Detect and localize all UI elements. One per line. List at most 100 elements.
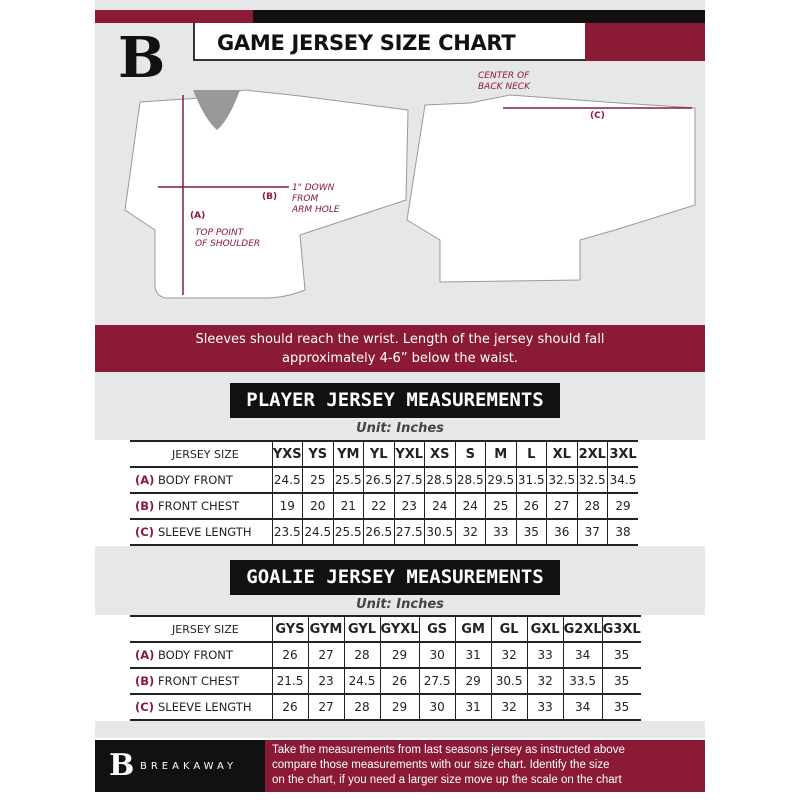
cell-value: 25 — [485, 493, 516, 520]
size-header: GXL — [526, 615, 564, 643]
label-a: (A) — [190, 211, 206, 221]
cell-value: 26 — [379, 668, 420, 695]
cell-value: 38 — [607, 519, 638, 546]
table-row: (A) BODY FRONT 26 27 28 29 30 31 32 33 34 35 — [130, 642, 641, 669]
size-header: G2XL — [562, 615, 603, 643]
cell-value: 29 — [607, 493, 638, 520]
label-b: (B) — [262, 192, 278, 202]
cell-value: 35 — [601, 668, 641, 695]
cell-value: 23 — [307, 668, 344, 695]
size-header: GS — [418, 615, 456, 643]
cell-value: 26.5 — [363, 467, 394, 494]
label-c: (C) — [590, 111, 605, 121]
cell-value: 35 — [515, 519, 547, 546]
header-row: JERSEY SIZE YXS YS YM YL YXL XS S M L XL 2XL 3XL — [130, 440, 638, 468]
size-header: GM — [454, 615, 492, 643]
row-label: (B) FRONT CHEST — [130, 493, 272, 520]
size-label: JERSEY SIZE — [130, 615, 272, 643]
cell-value: 24.5 — [302, 519, 333, 546]
row-name: SLEEVE LENGTH — [158, 525, 252, 539]
cell-value: 32 — [490, 642, 528, 669]
cell-value: 21 — [332, 493, 364, 520]
cell-value: 30.5 — [490, 668, 528, 695]
row-name: BODY FRONT — [158, 473, 233, 487]
table-row: (A) BODY FRONT 24.5 25 25.5 26.5 27.5 28.5 28.5 2… — [130, 467, 638, 494]
size-label: JERSEY SIZE — [130, 440, 272, 468]
table-row: (B) FRONT CHEST 19 20 21 22 23 24 24 25 26 27 28 29 — [130, 493, 638, 520]
cell-value: 24.5 — [271, 467, 303, 494]
size-header: GYL — [343, 615, 380, 643]
player-table-wrap: JERSEY SIZE YXS YS YM YL YXL XS S M L XL 2XL 3XL (A) B… — [95, 440, 705, 546]
cell-value: 31 — [454, 642, 492, 669]
cell-value: 23.5 — [271, 519, 303, 546]
cell-value: 26 — [515, 493, 547, 520]
cell-value: 25 — [302, 467, 333, 494]
cell-value: 29 — [379, 694, 420, 721]
cell-value: 27 — [307, 694, 344, 721]
cell-value: 25.5 — [332, 467, 364, 494]
cell-value: 27.5 — [393, 467, 425, 494]
footer-instructions: Take the measurements from last seasons … — [265, 740, 705, 792]
cell-value: 22 — [363, 493, 394, 520]
cell-value: 35 — [601, 694, 641, 721]
cell-value: 34 — [562, 642, 603, 669]
size-header: 3XL — [607, 440, 638, 468]
cell-value: 32 — [490, 694, 528, 721]
row-label: (B) FRONT CHEST — [130, 668, 272, 695]
page-title: GAME JERSEY SIZE CHART — [193, 23, 585, 61]
row-label: (A) BODY FRONT — [130, 642, 272, 669]
cell-value: 28.5 — [424, 467, 455, 494]
cell-value: 21.5 — [271, 668, 308, 695]
front-jersey — [124, 89, 409, 299]
cell-value: 29 — [379, 642, 420, 669]
cell-value: 30 — [418, 642, 456, 669]
size-header: S — [454, 440, 486, 468]
cell-value: 34.5 — [607, 467, 638, 494]
cell-value: 30.5 — [424, 519, 455, 546]
size-header: YM — [332, 440, 364, 468]
row-letter: (A) — [135, 473, 155, 487]
cell-value: 31.5 — [515, 467, 547, 494]
size-header: GYS — [271, 615, 308, 643]
cell-value: 24 — [424, 493, 455, 520]
row-name: FRONT CHEST — [158, 674, 240, 688]
table-row: (B) FRONT CHEST 21.5 23 24.5 26 27.5 29 30.5 32 33… — [130, 668, 641, 695]
row-letter: (C) — [135, 525, 154, 539]
table-row: (C) SLEEVE LENGTH 23.5 24.5 25.5 26.5 27.5 30.5… — [130, 519, 638, 546]
cell-value: 30 — [418, 694, 456, 721]
header-row: JERSEY SIZE GYS GYM GYL GYXL GS GM GL GXL G2XL G3X… — [130, 615, 641, 643]
title-accent — [585, 23, 705, 61]
size-header: XL — [546, 440, 577, 468]
collar — [193, 90, 240, 130]
player-unit: Unit: Inches — [356, 421, 444, 436]
cell-value: 32 — [454, 519, 486, 546]
cell-value: 33.5 — [562, 668, 603, 695]
cell-value: 27.5 — [393, 519, 425, 546]
cell-value: 33 — [485, 519, 516, 546]
cell-value: 24.5 — [343, 668, 380, 695]
cell-value: 27 — [546, 493, 577, 520]
size-header: YXS — [271, 440, 303, 468]
cell-value: 27.5 — [418, 668, 456, 695]
cell-value: 34 — [562, 694, 603, 721]
row-name: SLEEVE LENGTH — [158, 700, 252, 714]
row-letter: (A) — [135, 648, 155, 662]
brand-name: BREAKAWAY — [140, 761, 238, 772]
player-heading: PLAYER JERSEY MEASUREMENTS — [230, 383, 560, 418]
goalie-size-table: JERSEY SIZE GYS GYM GYL GYXL GS GM GL GXL G2XL G3X… — [130, 615, 641, 721]
row-name: FRONT CHEST — [158, 499, 240, 513]
footer-brand: B BREAKAWAY — [95, 740, 265, 792]
cell-value: 31 — [454, 694, 492, 721]
top-bar-maroon — [95, 10, 253, 23]
fit-banner: Sleeves should reach the wrist. Length o… — [95, 325, 705, 372]
cell-value: 26.5 — [363, 519, 394, 546]
cell-value: 20 — [302, 493, 333, 520]
size-header: YL — [363, 440, 394, 468]
jersey-diagram — [124, 89, 696, 299]
goalie-table-wrap: JERSEY SIZE GYS GYM GYL GYXL GS GM GL GXL G2XL G3X… — [95, 615, 705, 721]
shoulder-note: TOP POINT OF SHOULDER — [195, 228, 261, 249]
size-header: GL — [490, 615, 528, 643]
cell-value: 28 — [343, 694, 380, 721]
row-letter: (C) — [135, 700, 154, 714]
row-letter: (B) — [135, 499, 155, 513]
